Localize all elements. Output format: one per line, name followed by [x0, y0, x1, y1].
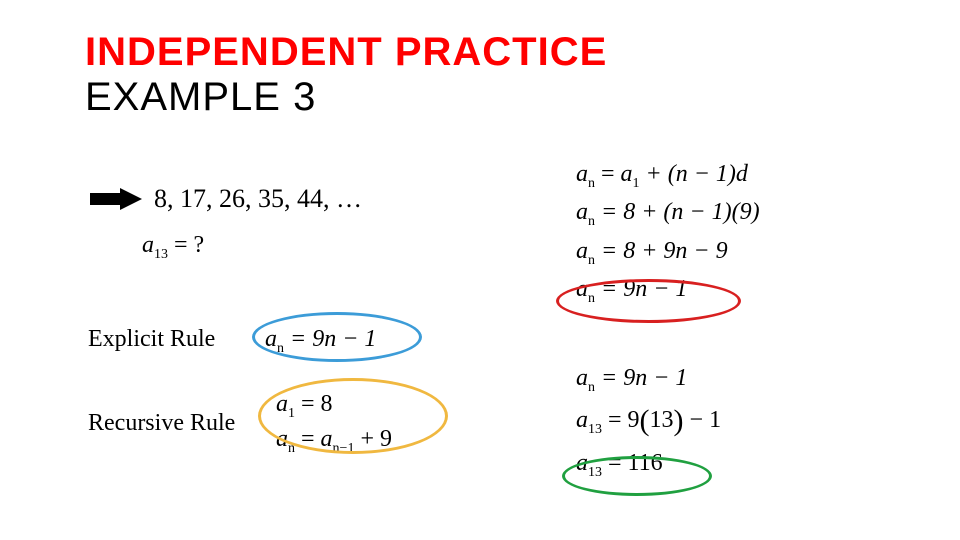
question-rhs: = ? [168, 232, 204, 258]
calc-l3: a13 = 116 [576, 445, 721, 483]
arrow-icon [90, 188, 142, 215]
calc-l1: an = 9n − 1 [576, 360, 721, 398]
deriv-l1: an = a1 + (n − 1)d [576, 156, 760, 194]
deriv-l3: an = 8 + 9n − 9 [576, 233, 760, 271]
sequence-text: 8, 17, 26, 35, 44, … [154, 184, 362, 214]
question-formula: a13 = ? [142, 232, 204, 263]
question-var: a [142, 232, 154, 258]
recursive-line2: an = an−1 + 9 [276, 423, 392, 458]
question-sub: 13 [154, 247, 168, 262]
title-block: INDEPENDENT PRACTICE EXAMPLE 3 [85, 30, 607, 120]
recursive-line1: a1 = 8 [276, 388, 392, 423]
calc-l2: a13 = 9(13) − 1 [576, 398, 721, 445]
ef-rhs: = 9n − 1 [284, 326, 376, 352]
title-line2: EXAMPLE 3 [85, 75, 607, 120]
calc-block: an = 9n − 1 a13 = 9(13) − 1 a13 = 116 [576, 360, 721, 483]
deriv-l2: an = 8 + (n − 1)(9) [576, 194, 760, 232]
deriv-l4: an = 9n − 1 [576, 271, 760, 309]
title-line1: INDEPENDENT PRACTICE [85, 30, 607, 75]
explicit-label: Explicit Rule [88, 326, 215, 353]
derivation-block: an = a1 + (n − 1)d an = 8 + (n − 1)(9) a… [576, 156, 760, 310]
recursive-formula: a1 = 8 an = an−1 + 9 [276, 388, 392, 459]
explicit-formula: an = 9n − 1 [265, 326, 376, 357]
ef-var: a [265, 326, 277, 352]
ef-sub: n [277, 341, 284, 356]
recursive-label: Recursive Rule [88, 410, 235, 437]
